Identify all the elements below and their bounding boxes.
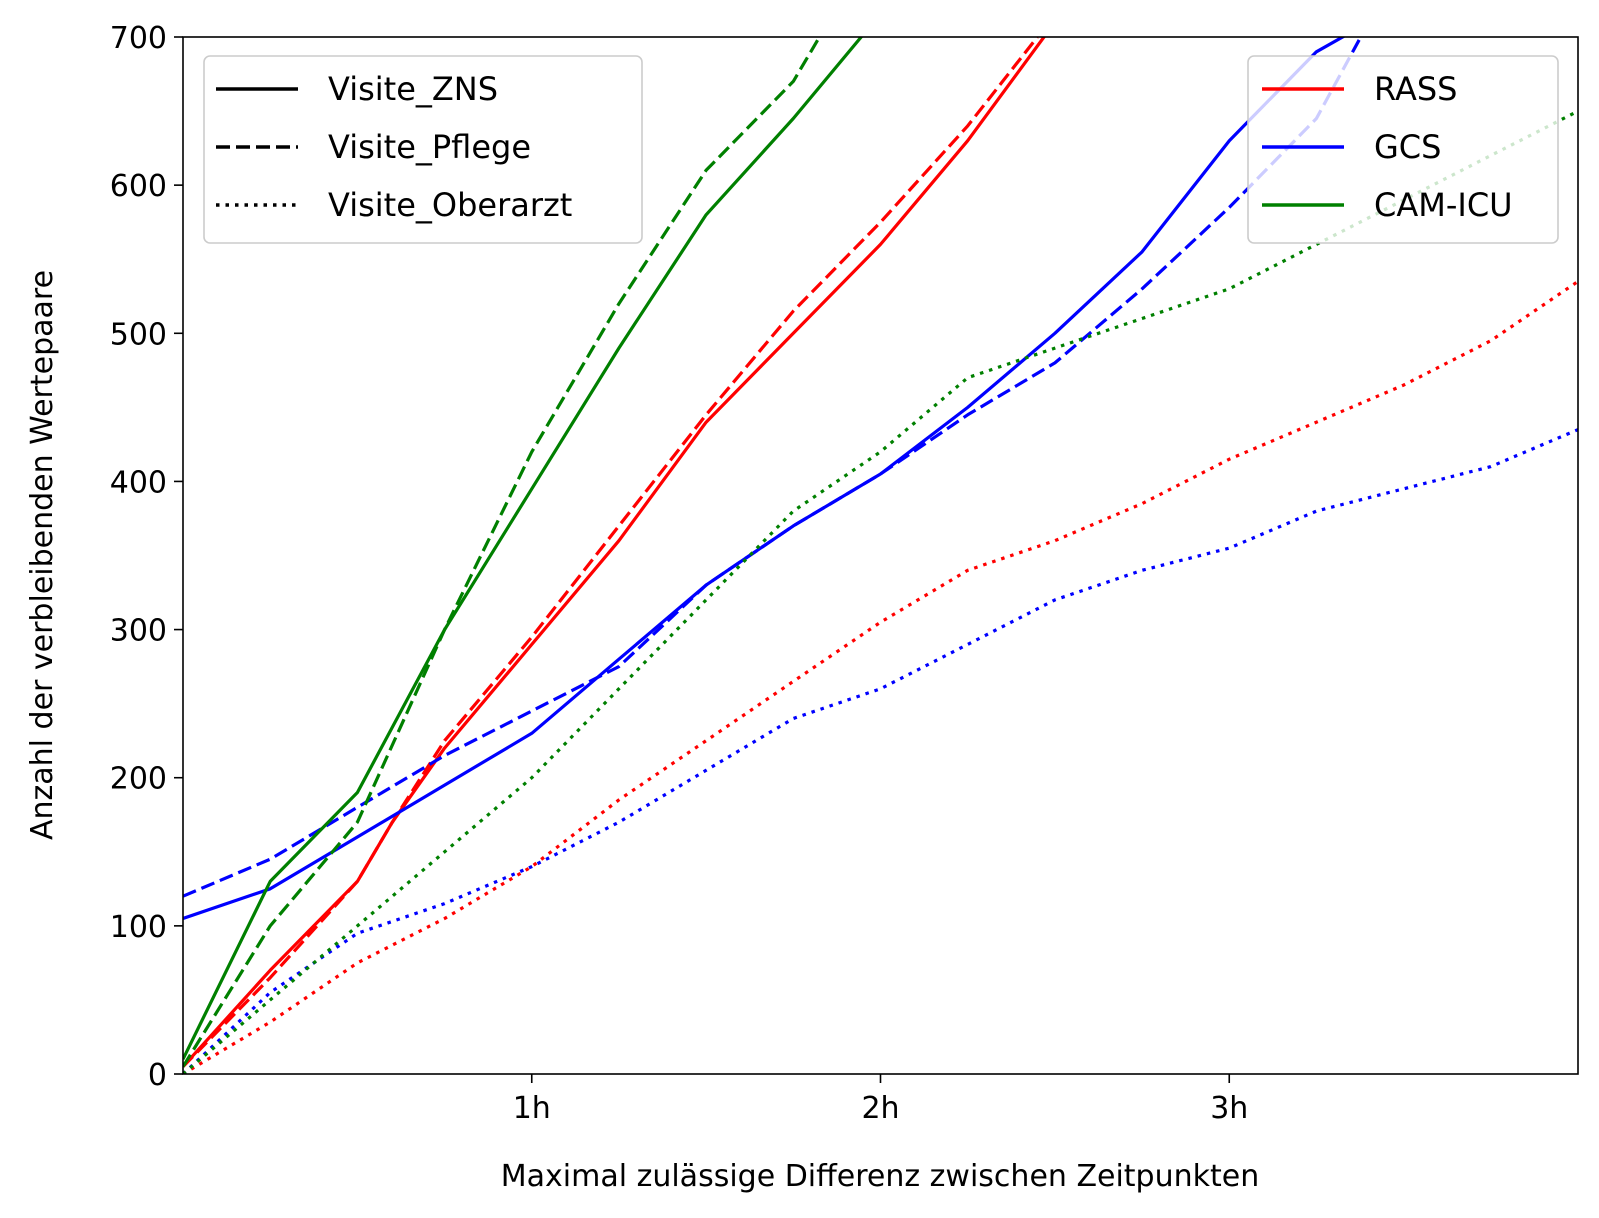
y-tick-label: 700	[110, 21, 167, 56]
series-line-gcs-visite-zns	[183, 37, 1346, 921]
legend-label-gcs: GCS	[1374, 128, 1441, 166]
series-line-rass-visite-pflege	[183, 37, 1039, 1068]
series-line-gcs-visite-pflege	[183, 37, 1363, 898]
x-axis-ticks: 1h 2h 3h	[513, 1074, 1248, 1126]
y-tick-label: 0	[148, 1058, 167, 1093]
legend-color: RASS GCS CAM-ICU	[1247, 55, 1559, 244]
y-tick-label: 400	[110, 465, 167, 500]
series-line-gcs-visite-oberarzt	[183, 428, 1578, 1074]
y-axis-ticks: 0 100 200 300 400 500 600 700	[110, 21, 183, 1093]
legend-linestyle-box	[203, 55, 643, 244]
legend-linestyle: Visite_ZNS Visite_Pflege Visite_Oberarzt	[203, 55, 643, 244]
legend-label-visite-zns: Visite_ZNS	[328, 70, 498, 108]
y-tick-label: 200	[110, 762, 167, 797]
y-tick-label: 600	[110, 169, 167, 204]
y-axis-label: Anzahl der verbleibenden Wertepaare	[25, 270, 60, 840]
legend-label-rass: RASS	[1374, 70, 1457, 108]
y-tick-label: 300	[110, 614, 167, 649]
series-line-cam-icu-visite-pflege	[183, 37, 822, 1068]
legend-label-visite-oberarzt: Visite_Oberarzt	[328, 186, 572, 224]
y-tick-label: 100	[110, 910, 167, 945]
x-axis-label: Maximal zulässige Differenz zwischen Zei…	[501, 1159, 1259, 1194]
legend-label-cam-icu: CAM-ICU	[1374, 186, 1513, 224]
series-line-cam-icu-visite-oberarzt	[183, 109, 1578, 1074]
y-tick-label: 500	[110, 317, 167, 352]
legend-label-visite-pflege: Visite_Pflege	[328, 128, 531, 166]
x-tick-label: 2h	[861, 1091, 899, 1126]
legend-color-box	[1247, 55, 1559, 244]
x-tick-label: 1h	[513, 1091, 551, 1126]
x-tick-label: 3h	[1210, 1091, 1248, 1126]
series-layer	[183, 37, 1578, 1074]
series-line-cam-icu-visite-zns	[183, 37, 864, 1060]
